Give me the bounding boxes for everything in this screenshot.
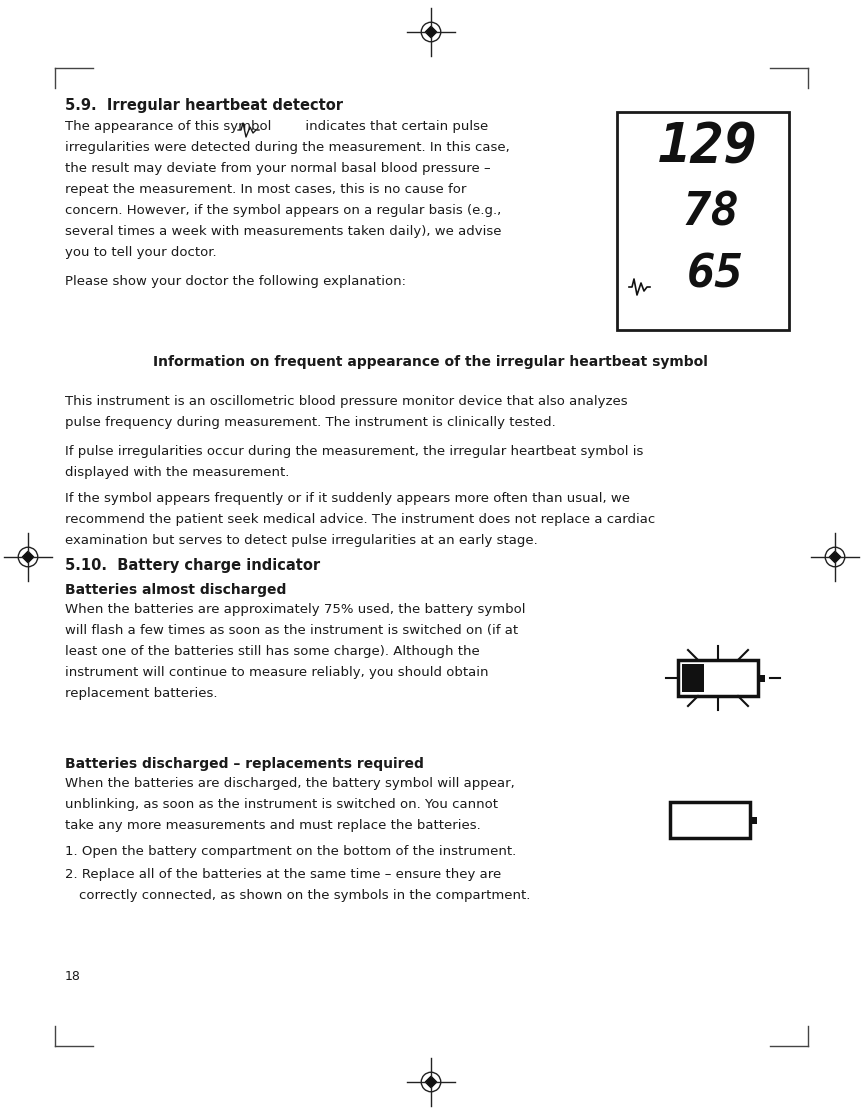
Text: When the batteries are approximately 75% used, the battery symbol: When the batteries are approximately 75%… <box>65 603 526 616</box>
Text: instrument will continue to measure reliably, you should obtain: instrument will continue to measure reli… <box>65 666 488 680</box>
Text: irregularities were detected during the measurement. In this case,: irregularities were detected during the … <box>65 141 510 154</box>
Text: unblinking, as soon as the instrument is switched on. You cannot: unblinking, as soon as the instrument is… <box>65 798 498 811</box>
Text: The appearance of this symbol        indicates that certain pulse: The appearance of this symbol indicates … <box>65 120 488 133</box>
Polygon shape <box>829 551 841 563</box>
Bar <box>758 674 765 682</box>
Text: you to tell your doctor.: you to tell your doctor. <box>65 246 217 258</box>
Text: will flash a few times as soon as the instrument is switched on (if at: will flash a few times as soon as the in… <box>65 624 518 637</box>
Bar <box>678 659 758 696</box>
Text: Batteries almost discharged: Batteries almost discharged <box>65 583 287 597</box>
Text: several times a week with measurements taken daily), we advise: several times a week with measurements t… <box>65 225 501 238</box>
Bar <box>750 817 757 823</box>
Text: 2. Replace all of the batteries at the same time – ensure they are: 2. Replace all of the batteries at the s… <box>65 868 501 881</box>
Polygon shape <box>425 27 437 38</box>
Text: examination but serves to detect pulse irregularities at an early stage.: examination but serves to detect pulse i… <box>65 534 538 547</box>
Bar <box>617 113 789 330</box>
Text: correctly connected, as shown on the symbols in the compartment.: correctly connected, as shown on the sym… <box>79 889 531 902</box>
Text: 129: 129 <box>658 120 758 173</box>
Polygon shape <box>425 1076 437 1087</box>
Text: 5.9.  Irregular heartbeat detector: 5.9. Irregular heartbeat detector <box>65 98 343 113</box>
Text: replacement batteries.: replacement batteries. <box>65 687 217 700</box>
Text: If pulse irregularities occur during the measurement, the irregular heartbeat sy: If pulse irregularities occur during the… <box>65 444 644 458</box>
Text: displayed with the measurement.: displayed with the measurement. <box>65 466 289 479</box>
Bar <box>682 664 704 692</box>
Text: 5.10.  Battery charge indicator: 5.10. Battery charge indicator <box>65 558 320 573</box>
Text: take any more measurements and must replace the batteries.: take any more measurements and must repl… <box>65 819 481 832</box>
Text: 65: 65 <box>686 252 744 297</box>
Text: When the batteries are discharged, the battery symbol will appear,: When the batteries are discharged, the b… <box>65 776 514 790</box>
Text: 1. Open the battery compartment on the bottom of the instrument.: 1. Open the battery compartment on the b… <box>65 846 516 858</box>
Text: repeat the measurement. In most cases, this is no cause for: repeat the measurement. In most cases, t… <box>65 183 466 196</box>
Text: Batteries discharged – replacements required: Batteries discharged – replacements requ… <box>65 758 424 771</box>
Polygon shape <box>22 551 34 563</box>
Bar <box>670 802 750 838</box>
Text: least one of the batteries still has some charge). Although the: least one of the batteries still has som… <box>65 645 480 658</box>
Text: 78: 78 <box>683 190 740 235</box>
Text: This instrument is an oscillometric blood pressure monitor device that also anal: This instrument is an oscillometric bloo… <box>65 395 627 408</box>
Text: the result may deviate from your normal basal blood pressure –: the result may deviate from your normal … <box>65 162 491 175</box>
Text: Information on frequent appearance of the irregular heartbeat symbol: Information on frequent appearance of th… <box>153 355 708 369</box>
Text: If the symbol appears frequently or if it suddenly appears more often than usual: If the symbol appears frequently or if i… <box>65 492 630 505</box>
Text: recommend the patient seek medical advice. The instrument does not replace a car: recommend the patient seek medical advic… <box>65 514 655 526</box>
Text: 18: 18 <box>65 970 81 983</box>
Text: Please show your doctor the following explanation:: Please show your doctor the following ex… <box>65 275 406 289</box>
Text: concern. However, if the symbol appears on a regular basis (e.g.,: concern. However, if the symbol appears … <box>65 204 501 217</box>
Text: pulse frequency during measurement. The instrument is clinically tested.: pulse frequency during measurement. The … <box>65 416 556 429</box>
